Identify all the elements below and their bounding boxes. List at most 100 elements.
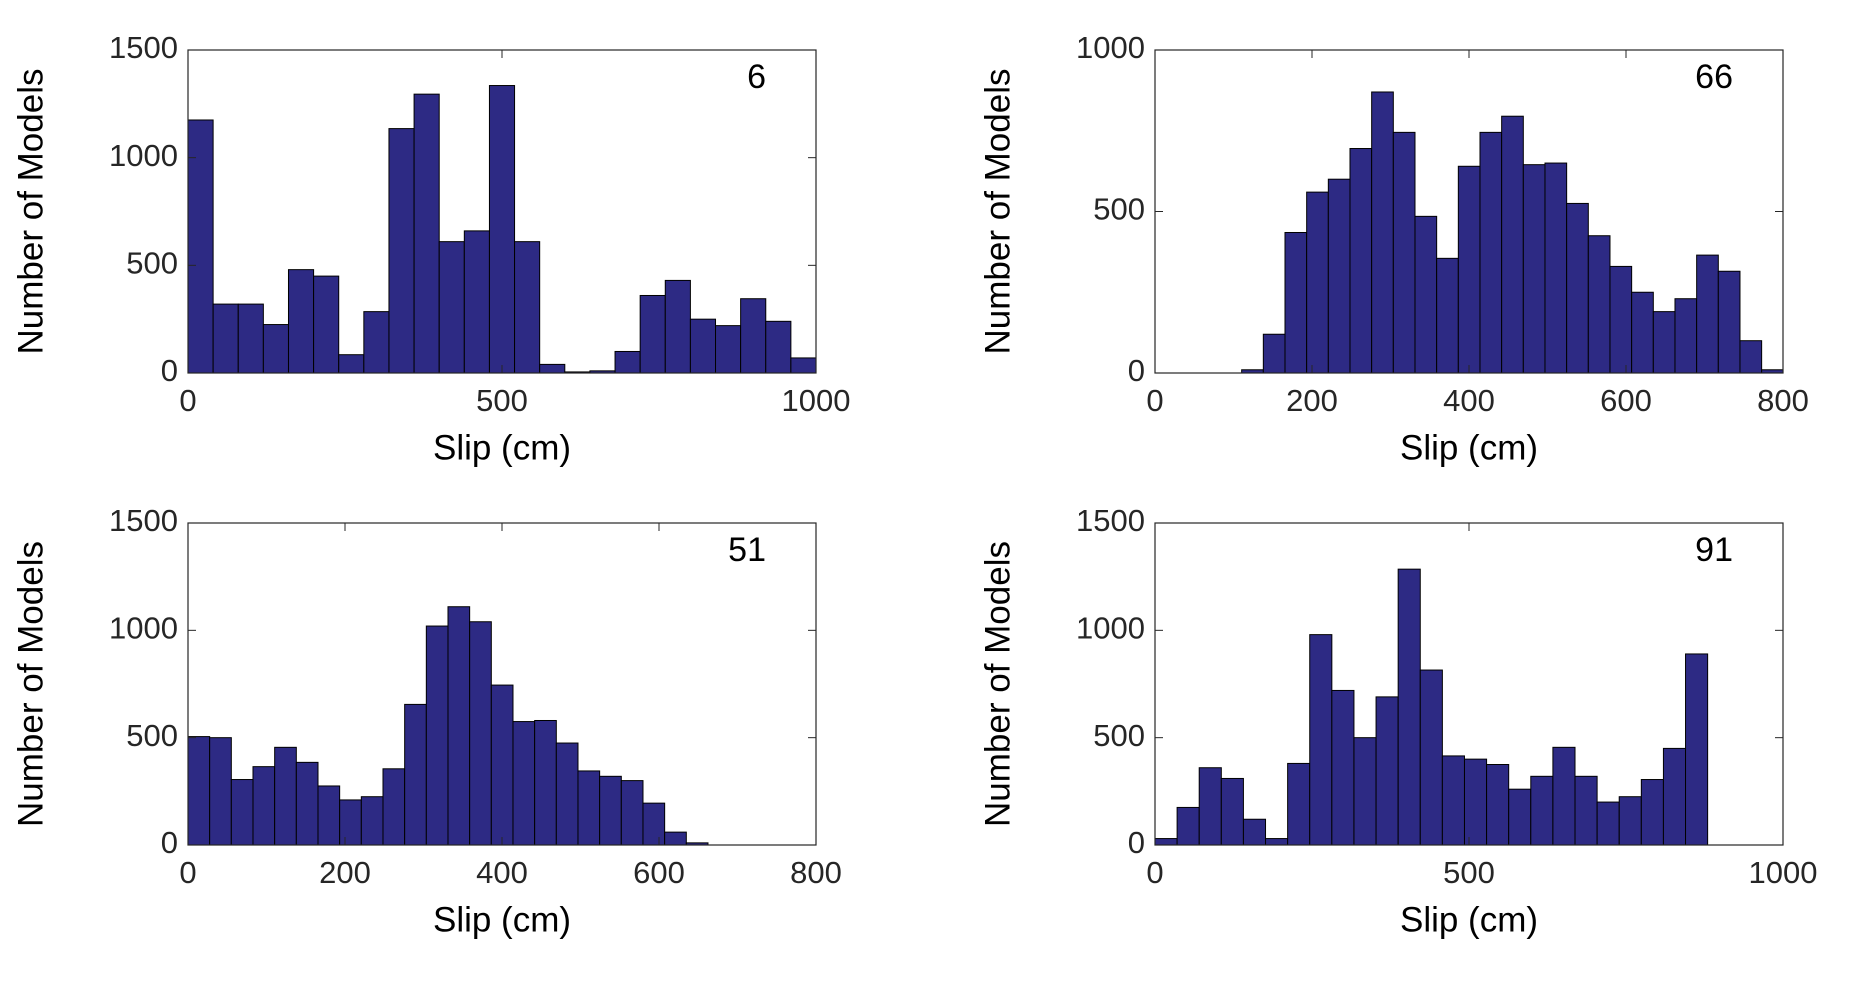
bar bbox=[295, 761, 319, 846]
bar bbox=[209, 737, 232, 846]
annotation: 6 bbox=[747, 58, 766, 96]
bar bbox=[1419, 669, 1443, 846]
bar bbox=[317, 785, 341, 846]
bar bbox=[1609, 265, 1633, 374]
y-tick-label: 500 bbox=[126, 246, 178, 281]
y-tick-label: 500 bbox=[126, 718, 178, 753]
y-tick-label: 500 bbox=[1093, 718, 1145, 753]
y-tick-label: 1500 bbox=[109, 30, 178, 65]
bar bbox=[514, 241, 541, 374]
x-tick-label: 400 bbox=[1443, 383, 1495, 418]
bar bbox=[1414, 215, 1438, 374]
bar bbox=[1685, 653, 1709, 846]
y-tick-label: 0 bbox=[1128, 825, 1145, 860]
y-tick-label: 0 bbox=[161, 825, 178, 860]
annotation: 66 bbox=[1695, 58, 1733, 96]
bar bbox=[664, 831, 687, 846]
bar bbox=[1349, 148, 1373, 374]
bar bbox=[1397, 568, 1421, 846]
bar bbox=[313, 275, 340, 374]
bar bbox=[740, 298, 767, 374]
bar bbox=[1154, 838, 1178, 846]
x-axis-label: Slip (cm) bbox=[1400, 428, 1538, 467]
x-tick-label: 500 bbox=[1443, 855, 1495, 890]
x-axis-label: Slip (cm) bbox=[433, 428, 571, 467]
bar bbox=[187, 119, 214, 374]
bar bbox=[1574, 775, 1598, 846]
y-tick-label: 1000 bbox=[109, 611, 178, 646]
bar bbox=[1284, 231, 1308, 374]
bar bbox=[715, 325, 742, 374]
bar bbox=[642, 802, 666, 846]
bar bbox=[187, 736, 211, 846]
bar bbox=[262, 324, 289, 374]
y-tick-label: 1000 bbox=[1076, 30, 1145, 65]
bar bbox=[1618, 796, 1642, 846]
x-axis-label: Slip (cm) bbox=[1400, 900, 1538, 939]
y-tick-label: 1500 bbox=[109, 503, 178, 538]
x-tick-label: 200 bbox=[319, 855, 371, 890]
bar bbox=[1479, 131, 1503, 374]
bar bbox=[1640, 779, 1664, 846]
bar bbox=[1596, 801, 1620, 846]
bar bbox=[534, 719, 557, 846]
bar bbox=[1674, 298, 1698, 374]
x-tick-label: 600 bbox=[633, 855, 685, 890]
x-tick-label: 0 bbox=[1146, 855, 1163, 890]
bar bbox=[577, 770, 601, 846]
bar bbox=[1696, 254, 1719, 374]
x-tick-label: 500 bbox=[476, 383, 528, 418]
y-tick-label: 1000 bbox=[1076, 611, 1145, 646]
bar bbox=[1287, 762, 1311, 846]
bar bbox=[539, 363, 566, 374]
bar bbox=[1587, 235, 1611, 374]
bar bbox=[1265, 838, 1289, 846]
bar bbox=[488, 85, 516, 374]
bar bbox=[1392, 131, 1416, 374]
bar bbox=[599, 775, 622, 846]
bar bbox=[490, 684, 514, 846]
bar bbox=[469, 621, 492, 846]
x-tick-label: 200 bbox=[1286, 383, 1338, 418]
bar bbox=[614, 350, 641, 374]
bar bbox=[1566, 202, 1589, 374]
bar bbox=[438, 241, 465, 374]
bar bbox=[1717, 270, 1741, 374]
bar bbox=[425, 625, 449, 846]
x-axis-label: Slip (cm) bbox=[433, 900, 571, 939]
bar bbox=[237, 303, 264, 374]
bar bbox=[388, 128, 415, 374]
bar bbox=[230, 779, 254, 846]
bar bbox=[1457, 165, 1481, 374]
bar bbox=[1631, 291, 1654, 374]
bar bbox=[1331, 689, 1355, 846]
x-tick-label: 0 bbox=[179, 855, 196, 890]
bar bbox=[338, 354, 365, 374]
y-tick-label: 0 bbox=[161, 353, 178, 388]
bar bbox=[765, 320, 792, 374]
bar bbox=[639, 294, 666, 374]
bar bbox=[1353, 737, 1377, 846]
bar bbox=[1242, 818, 1267, 846]
bar bbox=[1530, 775, 1554, 846]
bar bbox=[1522, 164, 1546, 374]
bar bbox=[1220, 777, 1244, 846]
y-axis-label: Number of Models bbox=[978, 541, 1017, 827]
bar bbox=[360, 796, 384, 846]
bar bbox=[1463, 758, 1488, 846]
bar bbox=[447, 606, 471, 846]
bar bbox=[512, 721, 536, 846]
bar bbox=[1436, 257, 1459, 374]
x-tick-label: 1000 bbox=[782, 383, 851, 418]
y-axis-label: Number of Models bbox=[978, 69, 1017, 355]
bar bbox=[339, 799, 362, 846]
bar bbox=[463, 230, 490, 374]
bar bbox=[1739, 340, 1763, 374]
bar bbox=[1508, 788, 1532, 846]
y-tick-label: 1500 bbox=[1076, 503, 1145, 538]
bar bbox=[1309, 634, 1333, 846]
x-tick-label: 800 bbox=[1757, 383, 1809, 418]
bar bbox=[404, 703, 427, 846]
bar bbox=[274, 746, 297, 846]
bar bbox=[664, 279, 691, 374]
